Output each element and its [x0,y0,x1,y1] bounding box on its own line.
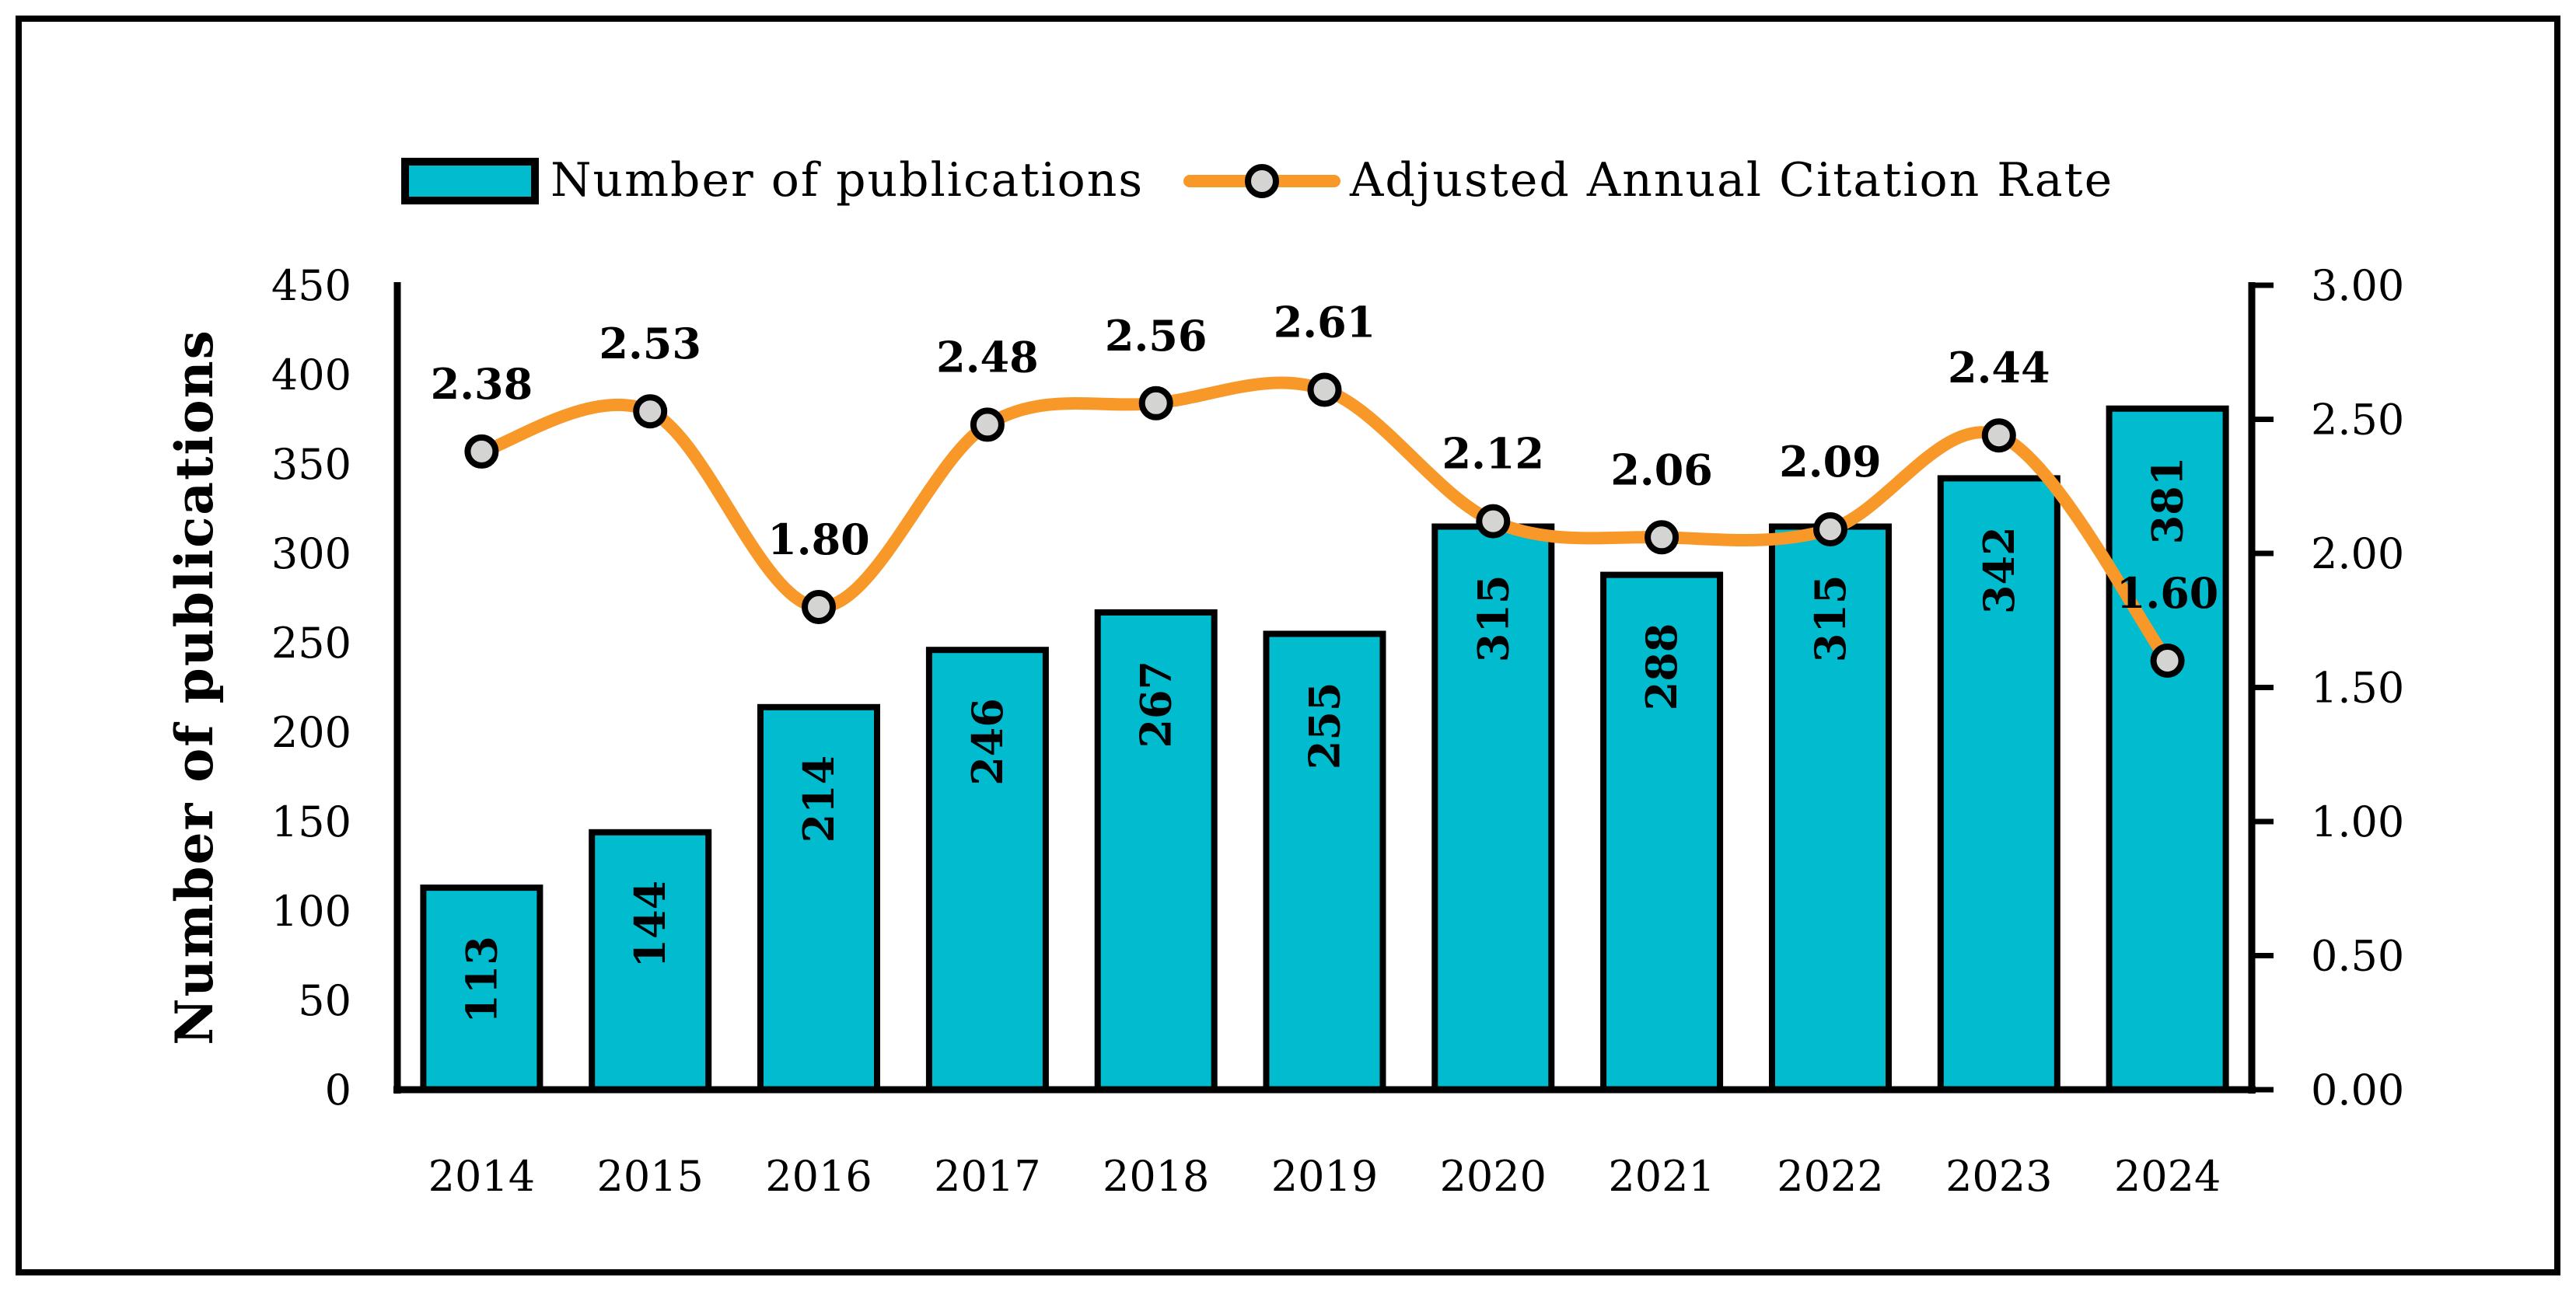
right-tick-1.00: 1.00 [2311,797,2404,846]
left-tick-150: 150 [271,797,351,846]
rate-label-2021: 2.06 [1610,445,1713,494]
marker-2017 [970,407,1005,442]
bar-2015 [589,829,712,1094]
bar-2014 [420,885,544,1093]
bar-2016 [757,703,880,1093]
year-label-2017: 2017 [934,1152,1040,1201]
bar-label-2014: 113 [456,936,506,1024]
marker-2023 [1981,418,2016,453]
legend-line-label: Adjusted Annual Citation Rate [1349,153,2113,208]
bar-2017 [925,647,1049,1093]
rate-label-2023: 2.44 [1948,343,2050,393]
left-axis-tick-labels: 450 400 350 300 250 200 150 100 50 0 [271,261,351,1115]
rate-line-group [464,372,2185,678]
year-label-2019: 2019 [1271,1152,1378,1201]
rate-label-2020: 2.12 [1442,429,1545,479]
bar-label-2020: 315 [1468,575,1518,663]
bar-label-2021: 288 [1637,623,1686,711]
axis-lines [393,282,2256,1094]
left-tick-300: 300 [271,529,351,578]
year-label-2015: 2015 [596,1152,703,1201]
bar-label-2022: 315 [1805,575,1855,663]
bar-label-2017: 246 [963,698,1012,786]
rate-label-2022: 2.09 [1779,437,1882,487]
rate-label-2014: 2.38 [431,359,533,409]
marker-2016 [802,590,836,624]
rate-label-2019: 2.61 [1274,298,1376,347]
marker-2018 [1138,386,1173,420]
marker-2015 [633,394,668,429]
bar-label-2018: 267 [1131,661,1181,748]
right-axis-ticks: 3.00 2.50 2.00 1.50 1.00 0.50 0.00 [2255,261,2404,1115]
marker-2022 [1813,512,1847,546]
bar-label-2019: 255 [1300,682,1350,770]
rate-label-2024: 1.60 [2116,568,2219,618]
year-labels: 2014 2015 2016 2017 2018 2019 2020 2021 2022 2023… [428,1152,2221,1201]
right-tick-1.50: 1.50 [2311,664,2404,713]
bar-value-labels: 113 144 214 246 267 255 315 288 315 342 381 [456,457,2192,1024]
year-label-2023: 2023 [1945,1152,2052,1201]
left-tick-100: 100 [271,887,351,936]
left-tick-50: 50 [298,976,351,1025]
left-tick-350: 350 [271,440,351,489]
marker-2024 [2150,644,2185,678]
bar-label-2016: 214 [794,755,844,843]
right-tick-3.00: 3.00 [2311,261,2404,310]
marker-2020 [1476,504,1511,539]
right-tick-2.00: 2.00 [2311,529,2404,578]
left-axis-title: Number of publications [164,329,225,1045]
right-tick-0.50: 0.50 [2311,932,2404,981]
left-tick-0: 0 [325,1066,351,1115]
rate-label-2017: 2.48 [936,332,1039,382]
legend: Number of publications Adjusted Annual C… [401,153,2113,208]
bar-label-2015: 144 [625,881,675,968]
left-tick-250: 250 [271,619,351,668]
year-label-2016: 2016 [765,1152,872,1201]
marker-2019 [1307,372,1342,407]
left-tick-400: 400 [271,351,351,400]
bar-2020 [1431,523,1555,1093]
year-label-2021: 2021 [1608,1152,1714,1201]
year-label-2024: 2024 [2114,1152,2221,1201]
left-tick-450: 450 [271,261,351,310]
left-tick-200: 200 [271,708,351,757]
year-label-2022: 2022 [1777,1152,1883,1201]
bar-label-2023: 342 [1974,526,2024,614]
bar-2021 [1600,571,1724,1093]
rate-label-2015: 2.53 [599,319,701,368]
marker-2021 [1645,520,1679,555]
marker-2014 [464,434,499,469]
rate-label-2018: 2.56 [1105,311,1208,361]
year-label-2018: 2018 [1103,1152,1209,1201]
legend-bar-swatch [401,158,539,204]
rate-label-2016: 1.80 [767,515,870,564]
rate-value-labels: 2.38 2.53 1.80 2.48 2.56 2.61 2.12 2.06 2.09 2.44… [431,298,2219,619]
legend-bar-label: Number of publications [551,153,1144,208]
year-label-2020: 2020 [1440,1152,1547,1201]
bar-label-2024: 381 [2143,457,2193,545]
right-tick-0.00: 0.00 [2311,1066,2404,1115]
legend-line-marker [1245,164,1279,198]
year-label-2014: 2014 [428,1152,535,1201]
right-tick-2.50: 2.50 [2311,396,2404,445]
